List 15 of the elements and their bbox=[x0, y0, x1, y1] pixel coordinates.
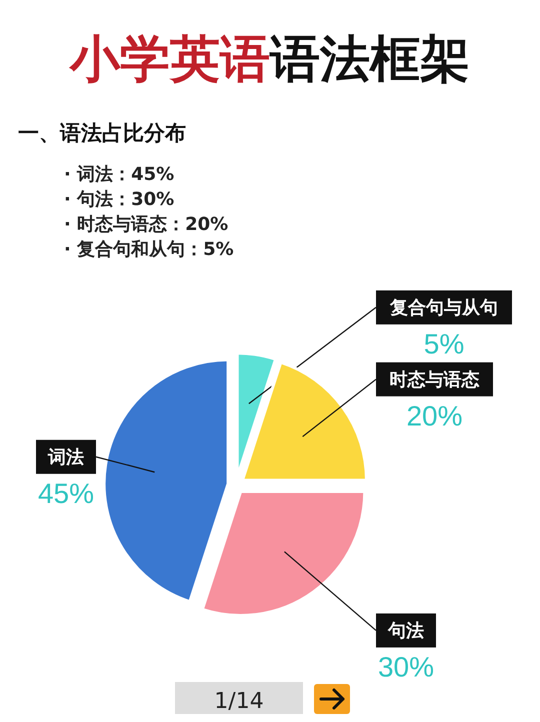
slice-label: 时态与语态 bbox=[390, 369, 480, 390]
chart-title: 小学英语语法框架 bbox=[68, 30, 470, 88]
data-label: 45% bbox=[38, 478, 94, 509]
slice-label: 词法 bbox=[47, 446, 84, 468]
text: · 句法：30% bbox=[64, 189, 174, 210]
text: · 词法：45% bbox=[64, 164, 174, 185]
text: 1/14 bbox=[214, 689, 264, 714]
slice-label: 句法 bbox=[387, 620, 424, 642]
data-label: 5% bbox=[424, 328, 464, 360]
text: · 时态与语态：20% bbox=[64, 214, 228, 235]
text: · 复合句和从句：5% bbox=[64, 239, 234, 260]
data-label: 30% bbox=[378, 651, 434, 682]
chart-subtitle: 一、语法占比分布 bbox=[18, 121, 186, 145]
data-label: 20% bbox=[406, 400, 463, 432]
slice-label: 复合句与从句 bbox=[389, 297, 498, 318]
